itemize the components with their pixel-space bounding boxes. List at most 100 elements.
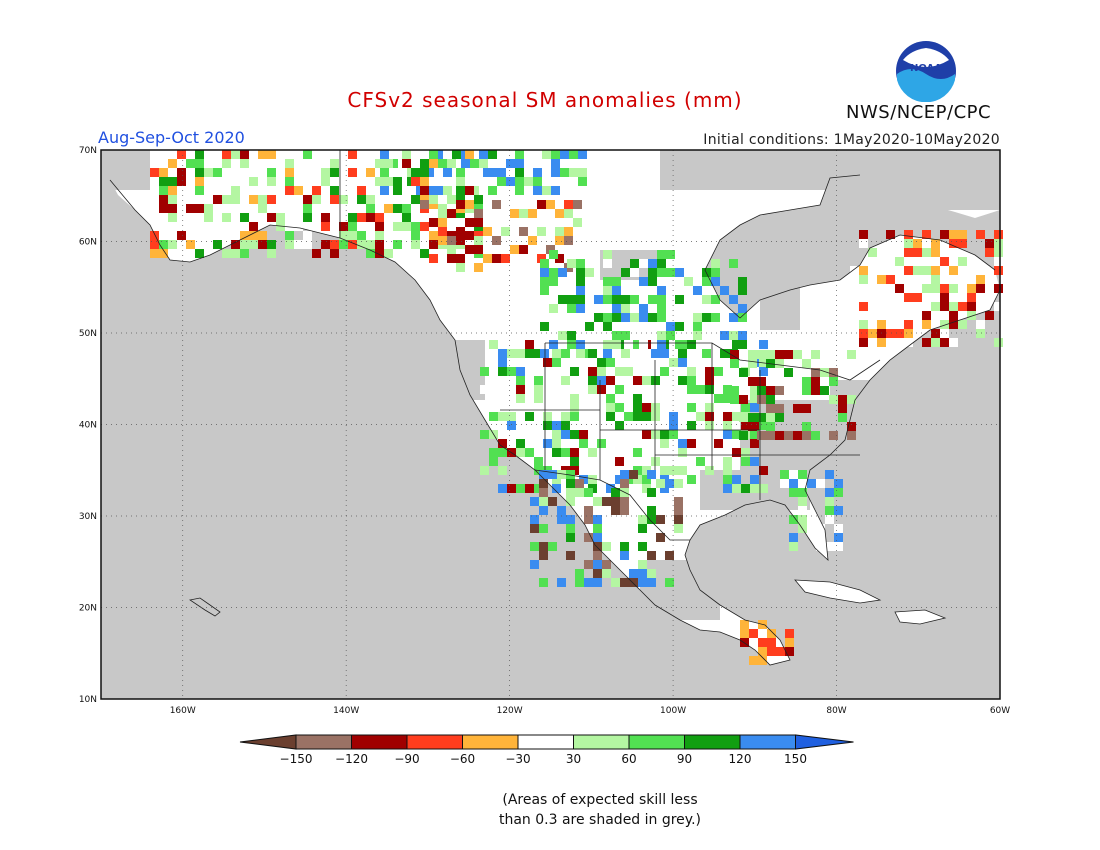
- anomaly-cell: [579, 358, 588, 367]
- anomaly-cell: [775, 404, 784, 413]
- anomaly-cell: [994, 257, 1003, 266]
- anomaly-cell: [240, 213, 249, 222]
- anomaly-cell: [958, 257, 967, 266]
- lon-tick-label: 120W: [497, 706, 523, 716]
- forecast-period: Aug-Sep-Oct 2020: [98, 128, 245, 147]
- anomaly-cell: [732, 484, 741, 493]
- anomaly-cell: [186, 159, 195, 168]
- anomaly-cell: [569, 168, 578, 177]
- anomaly-cell: [540, 277, 549, 286]
- anomaly-cell: [249, 240, 258, 249]
- anomaly-cell: [675, 295, 684, 304]
- anomaly-cell: [489, 448, 498, 457]
- anomaly-cell: [940, 329, 949, 338]
- anomaly-cell: [759, 340, 768, 349]
- anomaly-cell: [543, 421, 552, 430]
- anomaly-cell: [949, 302, 958, 311]
- anomaly-cell: [195, 159, 204, 168]
- anomaly-cell: [540, 349, 549, 358]
- anomaly-cell: [639, 304, 648, 313]
- anomaly-cell: [312, 186, 321, 195]
- anomaly-cell: [749, 629, 758, 638]
- anomaly-cell: [949, 230, 958, 239]
- anomaly-cell: [723, 385, 732, 394]
- anomaly-cell: [561, 421, 570, 430]
- anomaly-cell: [642, 403, 651, 412]
- anomaly-cell: [741, 403, 750, 412]
- anomaly-cell: [785, 638, 794, 647]
- anomaly-cell: [750, 439, 759, 448]
- anomaly-cell: [723, 412, 732, 421]
- anomaly-cell: [834, 533, 843, 542]
- anomaly-cell: [213, 222, 222, 231]
- anomaly-cell: [612, 277, 621, 286]
- anomaly-cell: [669, 466, 678, 475]
- anomaly-cell: [766, 422, 775, 431]
- anomaly-cell: [447, 195, 456, 204]
- anomaly-cell: [366, 240, 375, 249]
- anomaly-cell: [465, 150, 474, 159]
- anomaly-cell: [539, 524, 548, 533]
- anomaly-cell: [602, 560, 611, 569]
- anomaly-cell: [539, 488, 548, 497]
- anomaly-cell: [593, 542, 602, 551]
- anomaly-cell: [597, 358, 606, 367]
- anomaly-cell: [564, 236, 573, 245]
- anomaly-cell: [687, 439, 696, 448]
- anomaly-cell: [620, 497, 629, 506]
- anomaly-cell: [732, 475, 741, 484]
- anomaly-cell: [816, 479, 825, 488]
- anomaly-cell: [767, 629, 776, 638]
- anomaly-cell: [594, 322, 603, 331]
- anomaly-cell: [566, 479, 575, 488]
- anomaly-cell: [612, 304, 621, 313]
- anomaly-cell: [720, 331, 729, 340]
- anomaly-cell: [339, 240, 348, 249]
- anomaly-cell: [429, 218, 438, 227]
- anomaly-cell: [940, 284, 949, 293]
- anomaly-cell: [802, 359, 811, 368]
- anomaly-cell: [802, 422, 811, 431]
- anomaly-cell: [566, 515, 575, 524]
- anomaly-cell: [666, 268, 675, 277]
- anomaly-cell: [647, 515, 656, 524]
- anomaly-cell: [757, 431, 766, 440]
- anomaly-cell: [498, 367, 507, 376]
- anomaly-cell: [693, 349, 702, 358]
- anomaly-cell: [642, 430, 651, 439]
- anomaly-cell: [285, 240, 294, 249]
- anomaly-cell: [240, 240, 249, 249]
- anomaly-cell: [186, 240, 195, 249]
- anomaly-cell: [420, 186, 429, 195]
- anomaly-cell: [820, 386, 829, 395]
- anomaly-cell: [922, 266, 931, 275]
- anomaly-cell: [949, 320, 958, 329]
- anomaly-cell: [510, 245, 519, 254]
- anomaly-cell: [267, 213, 276, 222]
- anomaly-cell: [657, 313, 666, 322]
- anomaly-cell: [393, 204, 402, 213]
- anomaly-cell: [651, 376, 660, 385]
- anomaly-cell: [515, 177, 524, 186]
- anomaly-cell: [829, 377, 838, 386]
- anomaly-cell: [859, 230, 868, 239]
- lat-tick-label: 30N: [79, 512, 97, 522]
- anomaly-cell: [474, 204, 483, 213]
- anomaly-cell: [859, 275, 868, 284]
- anomaly-cell: [931, 275, 940, 284]
- anomaly-cell: [739, 395, 748, 404]
- anomaly-cell: [525, 439, 534, 448]
- anomaly-cell: [748, 350, 757, 359]
- anomaly-cell: [630, 295, 639, 304]
- anomaly-cell: [348, 168, 357, 177]
- anomaly-cell: [757, 386, 766, 395]
- anomaly-cell: [705, 466, 714, 475]
- anomaly-cell: [285, 177, 294, 186]
- anomaly-cell: [465, 200, 474, 209]
- anomaly-cell: [732, 412, 741, 421]
- anomaly-cell: [647, 569, 656, 578]
- anomaly-cell: [749, 656, 758, 665]
- anomaly-cell: [775, 386, 784, 395]
- anomaly-cell: [949, 266, 958, 275]
- anomaly-cell: [850, 284, 859, 293]
